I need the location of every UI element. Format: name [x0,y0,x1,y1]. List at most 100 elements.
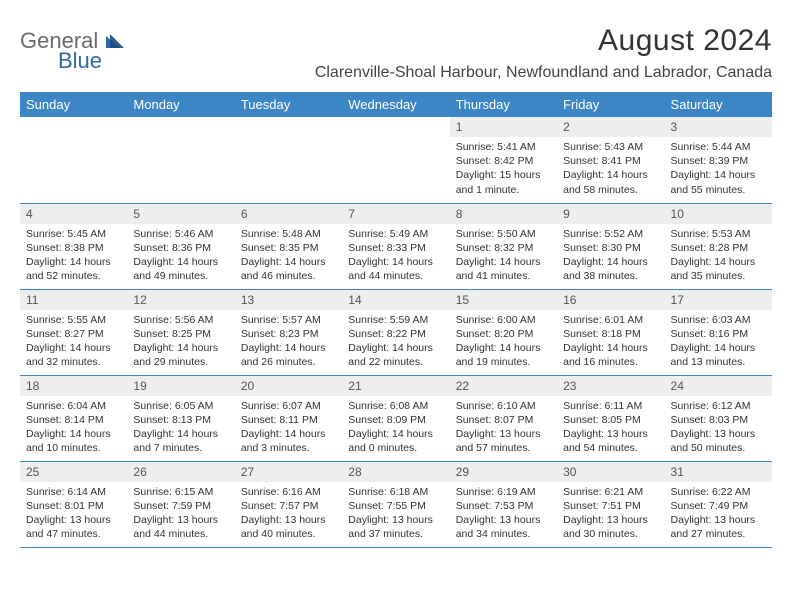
daylight: Daylight: 13 hours and 47 minutes. [26,513,121,541]
daylight: Daylight: 13 hours and 34 minutes. [456,513,551,541]
calendar-cell [235,117,342,203]
day-number: 22 [450,376,557,396]
daylight: Daylight: 14 hours and 58 minutes. [563,168,658,196]
day-number: 24 [665,376,772,396]
calendar-cell: 20Sunrise: 6:07 AMSunset: 8:11 PMDayligh… [235,375,342,461]
daylight: Daylight: 14 hours and 49 minutes. [133,255,228,283]
day-number: 2 [557,117,664,137]
calendar-cell: 17Sunrise: 6:03 AMSunset: 8:16 PMDayligh… [665,289,772,375]
day-number: 14 [342,290,449,310]
sunrise: Sunrise: 6:15 AM [133,485,228,499]
calendar-cell: 31Sunrise: 6:22 AMSunset: 7:49 PMDayligh… [665,461,772,547]
day-body: Sunrise: 5:53 AMSunset: 8:28 PMDaylight:… [665,224,772,286]
sunset: Sunset: 8:09 PM [348,413,443,427]
day-number: 13 [235,290,342,310]
calendar-cell: 4Sunrise: 5:45 AMSunset: 8:38 PMDaylight… [20,203,127,289]
calendar-cell: 24Sunrise: 6:12 AMSunset: 8:03 PMDayligh… [665,375,772,461]
sunset: Sunset: 8:20 PM [456,327,551,341]
day-number: 19 [127,376,234,396]
sunset: Sunset: 8:14 PM [26,413,121,427]
day-body: Sunrise: 6:03 AMSunset: 8:16 PMDaylight:… [665,310,772,372]
day-number: 18 [20,376,127,396]
sunrise: Sunrise: 5:44 AM [671,140,766,154]
sunset: Sunset: 8:13 PM [133,413,228,427]
calendar-cell: 19Sunrise: 6:05 AMSunset: 8:13 PMDayligh… [127,375,234,461]
day-body: Sunrise: 5:45 AMSunset: 8:38 PMDaylight:… [20,224,127,286]
day-body: Sunrise: 5:44 AMSunset: 8:39 PMDaylight:… [665,137,772,199]
daylight: Daylight: 14 hours and 38 minutes. [563,255,658,283]
sunrise: Sunrise: 6:10 AM [456,399,551,413]
sunset: Sunset: 8:25 PM [133,327,228,341]
day-body: Sunrise: 5:50 AMSunset: 8:32 PMDaylight:… [450,224,557,286]
sunrise: Sunrise: 5:46 AM [133,227,228,241]
daylight: Daylight: 14 hours and 10 minutes. [26,427,121,455]
sunrise: Sunrise: 6:14 AM [26,485,121,499]
daylight: Daylight: 14 hours and 13 minutes. [671,341,766,369]
calendar-row: 11Sunrise: 5:55 AMSunset: 8:27 PMDayligh… [20,289,772,375]
calendar-cell: 28Sunrise: 6:18 AMSunset: 7:55 PMDayligh… [342,461,449,547]
sunrise: Sunrise: 6:21 AM [563,485,658,499]
daylight: Daylight: 13 hours and 40 minutes. [241,513,336,541]
title-block: August 2024 Clarenville-Shoal Harbour, N… [315,24,772,82]
sunset: Sunset: 7:51 PM [563,499,658,513]
sunset: Sunset: 8:23 PM [241,327,336,341]
day-number: 23 [557,376,664,396]
weekday-header: Tuesday [235,92,342,117]
weekday-header: Friday [557,92,664,117]
sunrise: Sunrise: 5:49 AM [348,227,443,241]
day-body: Sunrise: 6:07 AMSunset: 8:11 PMDaylight:… [235,396,342,458]
sunset: Sunset: 8:03 PM [671,413,766,427]
day-number: 8 [450,204,557,224]
day-body: Sunrise: 6:10 AMSunset: 8:07 PMDaylight:… [450,396,557,458]
calendar-cell: 22Sunrise: 6:10 AMSunset: 8:07 PMDayligh… [450,375,557,461]
sunrise: Sunrise: 6:08 AM [348,399,443,413]
day-number: 29 [450,462,557,482]
day-body: Sunrise: 6:12 AMSunset: 8:03 PMDaylight:… [665,396,772,458]
sunrise: Sunrise: 5:50 AM [456,227,551,241]
sunrise: Sunrise: 6:18 AM [348,485,443,499]
calendar-cell: 10Sunrise: 5:53 AMSunset: 8:28 PMDayligh… [665,203,772,289]
daylight: Daylight: 13 hours and 54 minutes. [563,427,658,455]
day-number: 15 [450,290,557,310]
daylight: Daylight: 13 hours and 50 minutes. [671,427,766,455]
day-number [127,117,234,123]
calendar-cell: 6Sunrise: 5:48 AMSunset: 8:35 PMDaylight… [235,203,342,289]
weekday-header: Monday [127,92,234,117]
day-body: Sunrise: 6:21 AMSunset: 7:51 PMDaylight:… [557,482,664,544]
sunrise: Sunrise: 6:00 AM [456,313,551,327]
calendar-cell: 27Sunrise: 6:16 AMSunset: 7:57 PMDayligh… [235,461,342,547]
weekday-header-row: Sunday Monday Tuesday Wednesday Thursday… [20,92,772,117]
sunrise: Sunrise: 6:04 AM [26,399,121,413]
location: Clarenville-Shoal Harbour, Newfoundland … [315,64,772,82]
sunset: Sunset: 7:55 PM [348,499,443,513]
sunrise: Sunrise: 5:59 AM [348,313,443,327]
day-number: 6 [235,204,342,224]
sunrise: Sunrise: 6:16 AM [241,485,336,499]
sunrise: Sunrise: 5:56 AM [133,313,228,327]
sunrise: Sunrise: 6:05 AM [133,399,228,413]
day-body: Sunrise: 6:19 AMSunset: 7:53 PMDaylight:… [450,482,557,544]
month-title: August 2024 [315,24,772,58]
day-body: Sunrise: 5:59 AMSunset: 8:22 PMDaylight:… [342,310,449,372]
day-body: Sunrise: 6:22 AMSunset: 7:49 PMDaylight:… [665,482,772,544]
day-number: 21 [342,376,449,396]
calendar-row: 4Sunrise: 5:45 AMSunset: 8:38 PMDaylight… [20,203,772,289]
day-body: Sunrise: 5:46 AMSunset: 8:36 PMDaylight:… [127,224,234,286]
sunset: Sunset: 7:53 PM [456,499,551,513]
calendar-cell: 25Sunrise: 6:14 AMSunset: 8:01 PMDayligh… [20,461,127,547]
day-body: Sunrise: 6:15 AMSunset: 7:59 PMDaylight:… [127,482,234,544]
sunset: Sunset: 8:22 PM [348,327,443,341]
sunrise: Sunrise: 5:57 AM [241,313,336,327]
day-body: Sunrise: 5:52 AMSunset: 8:30 PMDaylight:… [557,224,664,286]
sunrise: Sunrise: 5:45 AM [26,227,121,241]
sunset: Sunset: 8:30 PM [563,241,658,255]
daylight: Daylight: 14 hours and 55 minutes. [671,168,766,196]
sunset: Sunset: 7:59 PM [133,499,228,513]
calendar-cell: 9Sunrise: 5:52 AMSunset: 8:30 PMDaylight… [557,203,664,289]
day-number: 20 [235,376,342,396]
day-number: 5 [127,204,234,224]
header: General Blue August 2024 Clarenville-Sho… [20,24,772,82]
daylight: Daylight: 14 hours and 26 minutes. [241,341,336,369]
day-number: 9 [557,204,664,224]
calendar-cell: 2Sunrise: 5:43 AMSunset: 8:41 PMDaylight… [557,117,664,203]
